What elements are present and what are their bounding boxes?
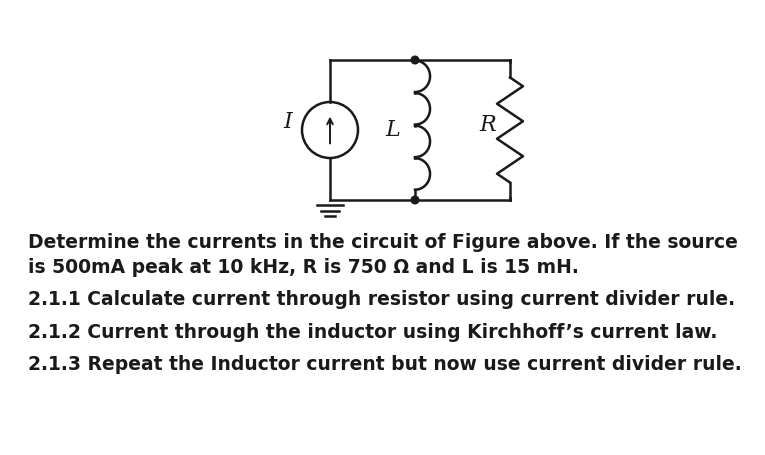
Text: I: I (284, 111, 292, 133)
Text: L: L (386, 119, 400, 141)
Circle shape (412, 56, 418, 64)
Text: 2.1.2 Current through the inductor using Kirchhoff’s current law.: 2.1.2 Current through the inductor using… (28, 323, 718, 342)
Text: is 500mA peak at 10 kHz, R is 750 Ω and L is 15 mH.: is 500mA peak at 10 kHz, R is 750 Ω and … (28, 258, 579, 277)
Text: R: R (480, 114, 496, 136)
Text: 2.1.3 Repeat the Inductor current but now use current divider rule.: 2.1.3 Repeat the Inductor current but no… (28, 355, 742, 374)
Text: 2.1.1 Calculate current through resistor using current divider rule.: 2.1.1 Calculate current through resistor… (28, 290, 735, 309)
Circle shape (412, 196, 418, 204)
Text: Determine the currents in the circuit of Figure above. If the source: Determine the currents in the circuit of… (28, 233, 738, 252)
